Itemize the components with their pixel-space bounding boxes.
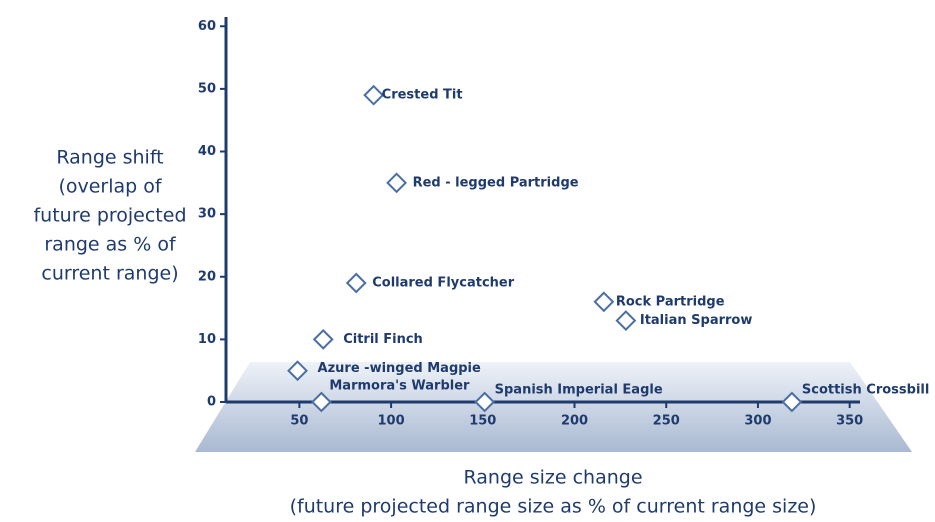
point-label: Red - legged Partridge [413, 175, 579, 190]
marker [287, 360, 308, 382]
x-tick-label: 250 [653, 414, 680, 429]
y-axis-label-line: current range) [41, 263, 178, 285]
x-tick-label: 150 [469, 414, 496, 429]
marker [386, 172, 408, 194]
point-label: Citril Finch [343, 332, 423, 347]
x-tick-label: 350 [836, 414, 863, 429]
x-axis-label-line: Range size change [463, 467, 642, 489]
point-label: Spanish Imperial Eagle [495, 383, 663, 398]
y-tick-label: 60 [198, 19, 216, 34]
x-tick-label: 50 [290, 414, 308, 429]
y-tick-label: 30 [198, 207, 216, 222]
marker [615, 310, 637, 332]
y-axis-label-line: Range shift [56, 147, 163, 169]
x-tick-label: 200 [561, 414, 588, 429]
marker [312, 328, 334, 350]
y-tick-label: 0 [207, 395, 216, 410]
y-axis-label: Range shift (overlap of future projected ra… [33, 147, 186, 285]
x-tick-label: 100 [378, 414, 405, 429]
point-label: Rock Partridge [616, 294, 725, 309]
x-tick-label: 300 [744, 414, 771, 429]
marker [345, 272, 367, 294]
x-axis-label-line: (future projected range size as % of cur… [290, 496, 817, 518]
y-axis-label-line: future projected [33, 205, 186, 227]
point-label: Collared Flycatcher [372, 276, 514, 291]
y-axis-label-line: range as % of [44, 234, 177, 256]
y-tick-label: 20 [198, 269, 216, 284]
point-label: Azure -winged Magpie [318, 361, 481, 376]
point-label: Crested Tit [382, 88, 463, 103]
y-tick-label: 40 [198, 144, 216, 159]
y-tick-label: 50 [198, 81, 216, 96]
y-tick-label: 10 [198, 332, 216, 347]
point-label: Italian Sparrow [640, 313, 753, 328]
y-axis-label-line: (overlap of [58, 176, 162, 198]
platform [195, 362, 912, 452]
x-axis-label: Range size change (future projected range… [290, 467, 817, 518]
marker [310, 391, 332, 413]
marker [474, 391, 496, 413]
marker [593, 291, 615, 313]
point-label: Scottish Crossbill [802, 383, 929, 398]
marker [781, 391, 803, 413]
marker [363, 84, 385, 106]
point-label: Marmora's Warbler [329, 379, 470, 394]
